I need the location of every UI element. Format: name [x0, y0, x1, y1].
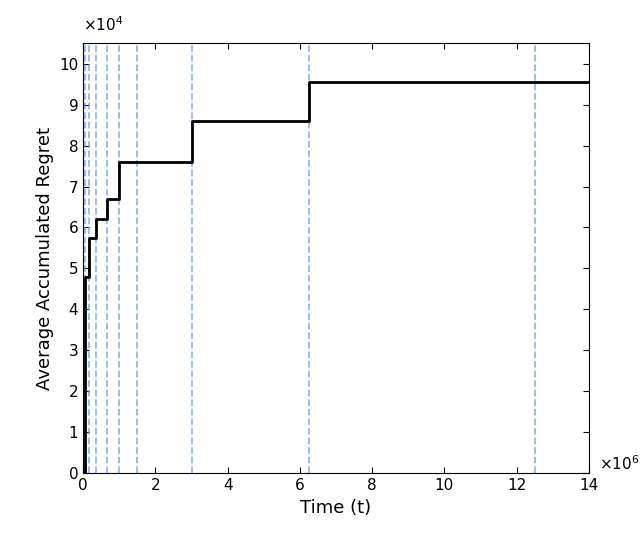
- X-axis label: Time (t): Time (t): [300, 499, 372, 517]
- Text: $\times 10^6$: $\times 10^6$: [599, 455, 639, 473]
- Text: $\times 10^4$: $\times 10^4$: [83, 16, 124, 34]
- Y-axis label: Average Accumulated Regret: Average Accumulated Regret: [36, 127, 54, 390]
